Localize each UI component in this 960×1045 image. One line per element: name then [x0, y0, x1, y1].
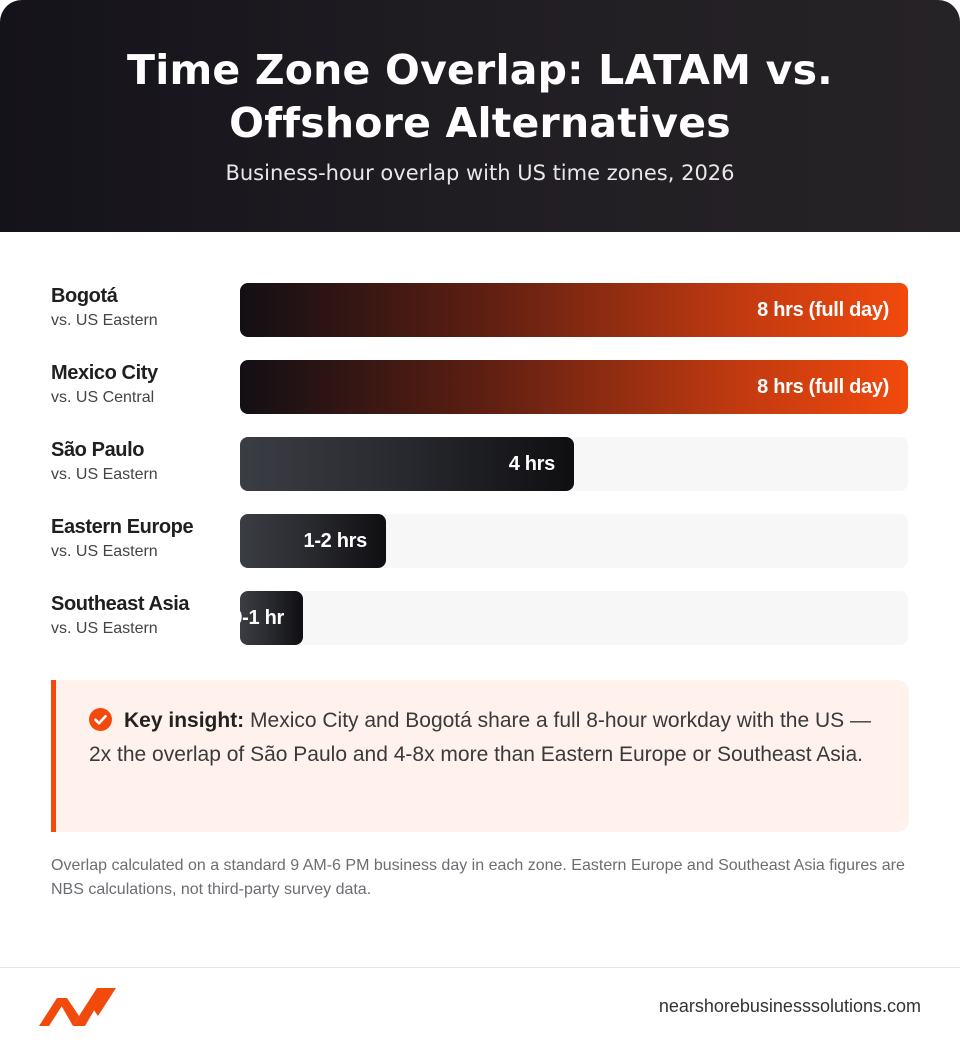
footer-domain[interactable]: nearshorebusinesssolutions.com: [658, 996, 921, 1016]
category-sublabel: vs. US Central: [51, 389, 155, 406]
chart-row: Bogotá vs. US Eastern 8 hrs (full day): [0, 283, 960, 339]
bar-track: 8 hrs (full day): [240, 360, 908, 414]
page-title: Time Zone Overlap: LATAM vs. Offshore Al…: [127, 46, 833, 147]
bar-track: 8 hrs (full day): [240, 283, 908, 337]
chart-row: Mexico City vs. US Central 8 hrs (full day…: [0, 360, 960, 416]
bar: 4 hrs: [240, 437, 574, 491]
bar-value-label: 0-1 hr: [231, 607, 284, 629]
bar-track: 4 hrs: [240, 437, 908, 491]
row-label: Southeast Asia vs. US Eastern: [51, 591, 236, 640]
chart-row: Eastern Europe vs. US Eastern 1-2 hrs: [0, 514, 960, 570]
footer-divider: [0, 967, 960, 968]
row-label: Eastern Europe vs. US Eastern: [51, 514, 236, 563]
category-label: Mexico City: [51, 362, 158, 384]
insight-label: Key insight:: [124, 709, 245, 732]
chart-row: Southeast Asia vs. US Eastern 0-1 hr: [0, 591, 960, 647]
insight-body: Mexico City and Bogotá share a full 8-ho…: [89, 709, 871, 766]
bar: 8 hrs (full day): [240, 283, 908, 337]
nbs-logo: [39, 988, 116, 1026]
header: Time Zone Overlap: LATAM vs. Offshore Al…: [0, 0, 960, 232]
bar: 1-2 hrs: [240, 514, 386, 568]
category-label: Bogotá: [51, 285, 118, 307]
bar: 0-1 hr: [231, 591, 303, 645]
bar-value-label: 1-2 hrs: [303, 530, 368, 552]
row-label: São Paulo vs. US Eastern: [51, 437, 236, 486]
bar-track: 1-2 hrs: [240, 514, 908, 568]
bar-value-label: 8 hrs (full day): [757, 376, 889, 398]
row-label: Mexico City vs. US Central: [51, 360, 236, 409]
overlap-bar-chart: Bogotá vs. US Eastern 8 hrs (full day) Mexi…: [0, 232, 960, 672]
category-label: Southeast Asia: [51, 593, 190, 615]
key-insight-box: Key insight: Mexico City and Bogotá shar…: [51, 680, 909, 832]
bar-track: 0-1 hr: [231, 591, 908, 645]
check-circle-icon: [89, 708, 112, 731]
category-label: São Paulo: [51, 439, 145, 461]
footnote: Overlap calculated on a standard 9 AM-6 …: [51, 857, 905, 898]
category-sublabel: vs. US Eastern: [51, 620, 158, 637]
insight-text-block: Key insight: Mexico City and Bogotá shar…: [89, 704, 879, 772]
category-sublabel: vs. US Eastern: [51, 543, 158, 560]
chart-row: São Paulo vs. US Eastern 4 hrs: [0, 437, 960, 493]
category-label: Eastern Europe: [51, 516, 194, 538]
row-label: Bogotá vs. US Eastern: [51, 283, 236, 332]
bar-value-label: 4 hrs: [508, 453, 556, 475]
page-subtitle: Business-hour overlap with US time zones…: [225, 161, 735, 185]
bar-value-label: 8 hrs (full day): [757, 299, 889, 321]
category-sublabel: vs. US Eastern: [51, 466, 158, 483]
category-sublabel: vs. US Eastern: [51, 312, 158, 329]
bar: 8 hrs (full day): [240, 360, 908, 414]
